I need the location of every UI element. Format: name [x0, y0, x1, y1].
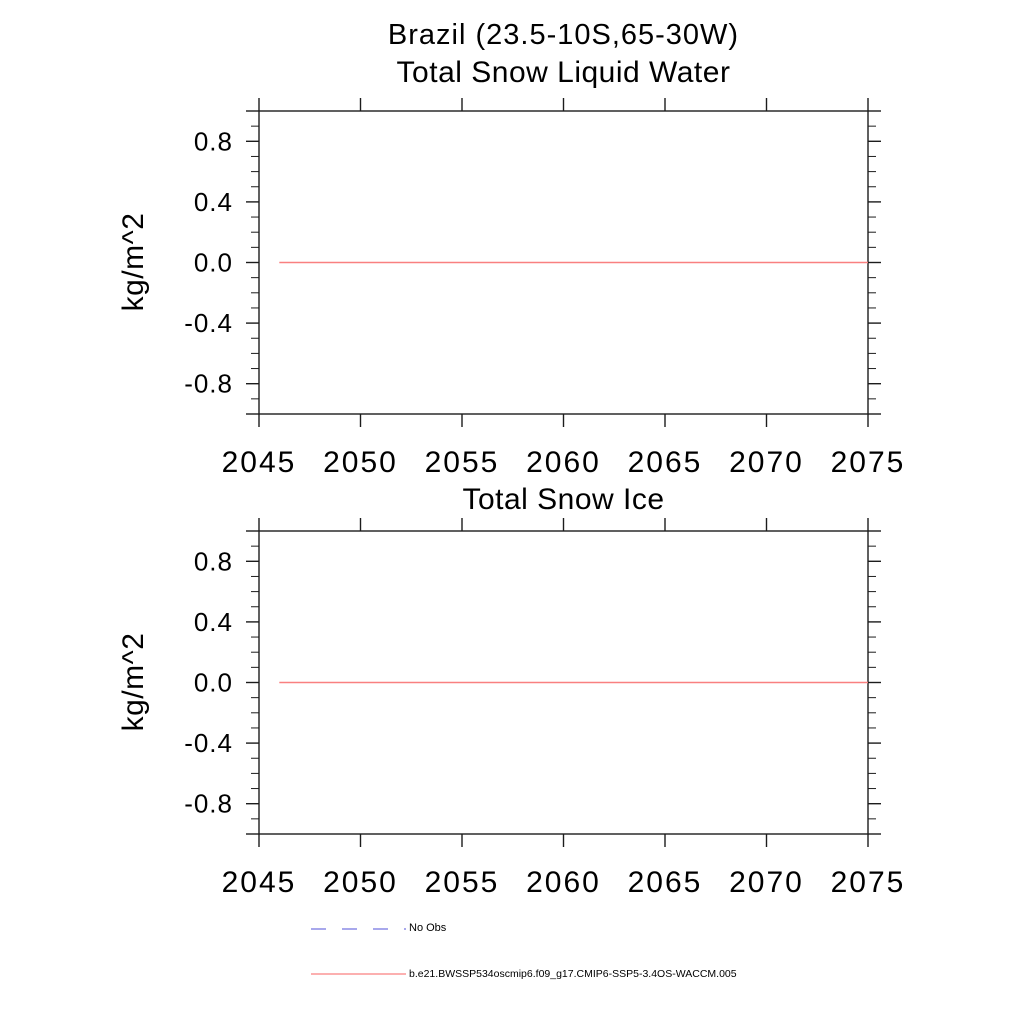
- y-tick-label: 0.0: [194, 248, 233, 278]
- y-tick-label: 0.4: [194, 607, 233, 637]
- x-tick-label: 2070: [729, 446, 804, 479]
- x-tick-label: 2050: [323, 446, 398, 479]
- y-tick-label: 0.8: [194, 546, 233, 576]
- x-tick-label: 2065: [628, 446, 703, 479]
- x-tick-label: 2060: [526, 446, 601, 479]
- legend-label-model-run: b.e21.BWSSP534oscmip6.f09_g17.CMIP6-SSP5…: [409, 968, 737, 980]
- y-axis-label-bottom: kg/m^2: [117, 632, 150, 732]
- x-tick-label: 2045: [222, 866, 297, 899]
- main-title: Brazil (23.5-10S,65-30W): [387, 19, 740, 51]
- y-tick-label: -0.8: [184, 369, 233, 399]
- chart-1: 2045 2050 2055 2060 2065 2070 2075 -0.8 -0.4 0.0 0…: [184, 518, 906, 899]
- x-tick-label: 2075: [831, 446, 906, 479]
- chart-title-snow-liquid-water: Total Snow Liquid Water: [396, 56, 731, 89]
- x-tick-label: 2055: [425, 446, 500, 479]
- x-tick-label: 2070: [729, 866, 804, 899]
- y-axis-label-top: kg/m^2: [117, 212, 150, 312]
- x-tick-label: 2050: [323, 866, 398, 899]
- chart-title-snow-ice: Total Snow Ice: [462, 483, 665, 516]
- y-tick-label: 0.0: [194, 668, 233, 698]
- y-tick-label: 0.4: [194, 187, 233, 217]
- x-tick-label: 2045: [222, 446, 297, 479]
- x-tick-label: 2055: [425, 866, 500, 899]
- y-tick-label: -0.4: [184, 728, 233, 758]
- x-tick-label: 2065: [628, 866, 703, 899]
- y-tick-label: 0.8: [194, 126, 233, 156]
- legend-label-no-obs: No Obs: [409, 922, 447, 934]
- y-tick-label: -0.4: [184, 308, 233, 338]
- y-tick-label: -0.8: [184, 789, 233, 819]
- x-tick-label: 2075: [831, 866, 906, 899]
- chart-0: 2045 2050 2055 2060 2065 2070 2075 -0.8 -0.4 0.0 0…: [184, 98, 906, 479]
- x-tick-label: 2060: [526, 866, 601, 899]
